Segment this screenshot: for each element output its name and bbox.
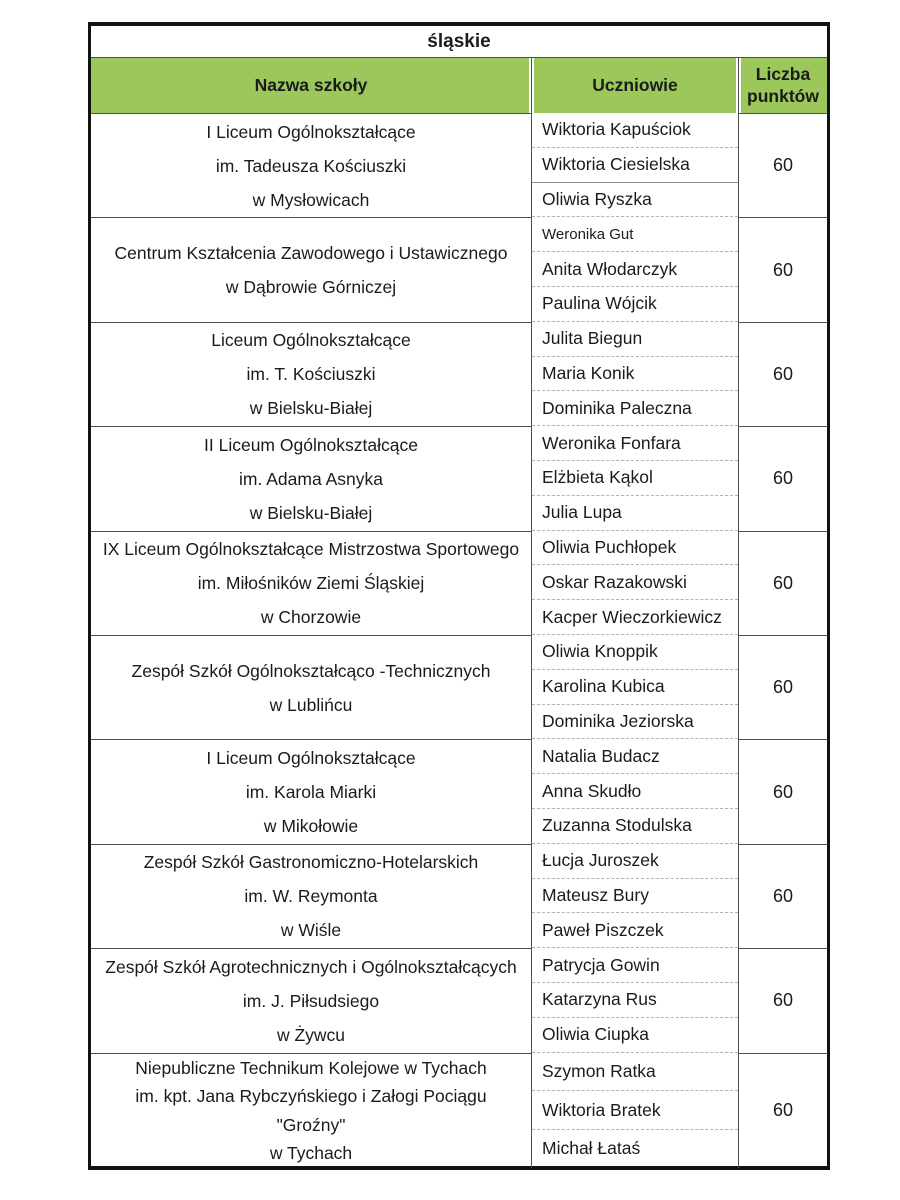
student-name: Oliwia Ryszka	[532, 183, 738, 218]
school-name-cell: I Liceum Ogólnokształcące im. Karola Mia…	[91, 739, 531, 843]
student-name: Katarzyna Rus	[532, 983, 738, 1018]
points-cell: 60	[739, 948, 827, 1052]
school-name-cell: I Liceum Ogólnokształcące im. Tadeusza K…	[91, 113, 531, 217]
student-name: Elżbieta Kąkol	[532, 461, 738, 496]
student-name: Mateusz Bury	[532, 879, 738, 914]
student-name: Wiktoria Bratek	[532, 1091, 738, 1130]
students-cell: Julita Biegun Maria Konik Dominika Palec…	[531, 321, 739, 427]
student-name: Paulina Wójcik	[532, 287, 738, 322]
student-name: Paweł Piszczek	[532, 913, 738, 949]
students-cell: Weronika Gut Anita Włodarczyk Paulina Wó…	[531, 217, 739, 322]
table-row: II Liceum Ogólnokształcące im. Adama Asn…	[91, 426, 827, 531]
student-name: Patrycja Gowin	[532, 948, 738, 983]
region-title: śląskie	[427, 30, 491, 52]
student-name: Oliwia Puchłopek	[532, 531, 738, 566]
student-name: Weronika Gut	[532, 217, 738, 253]
students-cell: Weronika Fonfara Elżbieta Kąkol Julia Lu…	[531, 426, 739, 531]
student-name: Wiktoria Ciesielska	[532, 148, 738, 183]
student-name: Szymon Ratka	[532, 1053, 738, 1092]
student-name: Karolina Kubica	[532, 670, 738, 705]
student-name: Julita Biegun	[532, 322, 738, 357]
table-row: Zespół Szkół Agrotechnicznych i Ogólnoks…	[91, 948, 827, 1053]
table-row: I Liceum Ogólnokształcące im. Tadeusza K…	[91, 113, 827, 218]
student-name: Michał Łataś	[542, 1138, 641, 1159]
school-name-cell: IX Liceum Ogólnokształcące Mistrzostwa S…	[91, 530, 531, 635]
school-name-cell: Zespół Szkół Gastronomiczno-Hotelarskich…	[91, 843, 531, 948]
school-name-cell: Zespół Szkół Agrotechnicznych i Ogólnoks…	[91, 948, 531, 1052]
points-cell: 60	[739, 634, 827, 739]
points-cell: 60	[739, 113, 827, 217]
student-name: Julia Lupa	[532, 496, 738, 531]
points-cell: 60	[739, 321, 827, 426]
points-cell: 60	[739, 217, 827, 321]
student-name: Natalia Budacz	[532, 739, 738, 775]
table-row: IX Liceum Ogólnokształcące Mistrzostwa S…	[91, 530, 827, 635]
column-header-points: Liczba punktów	[739, 58, 827, 113]
results-table: śląskie Nazwa szkoły Uczniowie Liczba pu…	[88, 22, 830, 1170]
student-name: Oskar Razakowski	[532, 565, 738, 601]
school-name-cell: Centrum Kształcenia Zawodowego i Ustawic…	[91, 217, 531, 321]
table-row: Zespół Szkół Ogólnokształcąco -Techniczn…	[91, 634, 827, 740]
student-name: Dominika Paleczna	[532, 391, 738, 427]
column-header-students: Uczniowie	[531, 58, 739, 113]
school-name-cell: Niepubliczne Technikum Kolejowe w Tychac…	[91, 1052, 531, 1168]
table-row: I Liceum Ogólnokształcące im. Karola Mia…	[91, 739, 827, 844]
points-cell: 60	[739, 530, 827, 635]
table-header-row: Nazwa szkoły Uczniowie Liczba punktów	[91, 57, 827, 113]
student-name: Kacper Wieczorkiewicz	[532, 600, 738, 635]
school-name-cell: Liceum Ogólnokształcące im. T. Kościuszk…	[91, 321, 531, 426]
table-row: Liceum Ogólnokształcące im. T. Kościuszk…	[91, 321, 827, 427]
students-cell: Wiktoria Kapuściok Wiktoria Ciesielska O…	[531, 113, 739, 218]
points-cell: 60	[739, 843, 827, 948]
student-name: Łucja Juroszek	[532, 844, 738, 879]
points-cell: 60	[739, 426, 827, 530]
student-name: Wiktoria Kapuściok	[532, 113, 738, 148]
student-name: Maria Konik	[532, 357, 738, 392]
students-cell: Oliwia Puchłopek Oskar Razakowski Kacper…	[531, 530, 739, 635]
school-name-cell: Zespół Szkół Ogólnokształcąco -Techniczn…	[91, 634, 531, 739]
student-name: Dominika Jeziorska	[532, 705, 738, 740]
students-cell: Natalia Budacz Anna Skudło Zuzanna Stodu…	[531, 739, 739, 844]
student-name: Zuzanna Stodulska	[532, 809, 738, 844]
school-name-cell: II Liceum Ogólnokształcące im. Adama Asn…	[91, 426, 531, 530]
student-name: Oliwia Knoppik	[532, 635, 738, 670]
student-name: Anita Włodarczyk	[532, 252, 738, 287]
table-row: Centrum Kształcenia Zawodowego i Ustawic…	[91, 217, 827, 322]
column-header-school: Nazwa szkoły	[91, 58, 531, 113]
students-cell: Szymon Ratka Wiktoria Bratek Michał Łata…	[531, 1052, 739, 1168]
table-row: Zespół Szkół Gastronomiczno-Hotelarskich…	[91, 843, 827, 949]
students-cell: Łucja Juroszek Mateusz Bury Paweł Piszcz…	[531, 843, 739, 949]
students-cell: Oliwia Knoppik Karolina Kubica Dominika …	[531, 634, 739, 740]
table-row: Niepubliczne Technikum Kolejowe w Tychac…	[91, 1052, 827, 1168]
students-cell: Patrycja Gowin Katarzyna Rus Oliwia Ciup…	[531, 948, 739, 1053]
points-cell: 60	[739, 739, 827, 843]
points-cell: 60	[739, 1052, 827, 1168]
student-name: Anna Skudło	[532, 774, 738, 809]
student-name: Weronika Fonfara	[532, 426, 738, 461]
student-name: Oliwia Ciupka	[532, 1018, 738, 1053]
